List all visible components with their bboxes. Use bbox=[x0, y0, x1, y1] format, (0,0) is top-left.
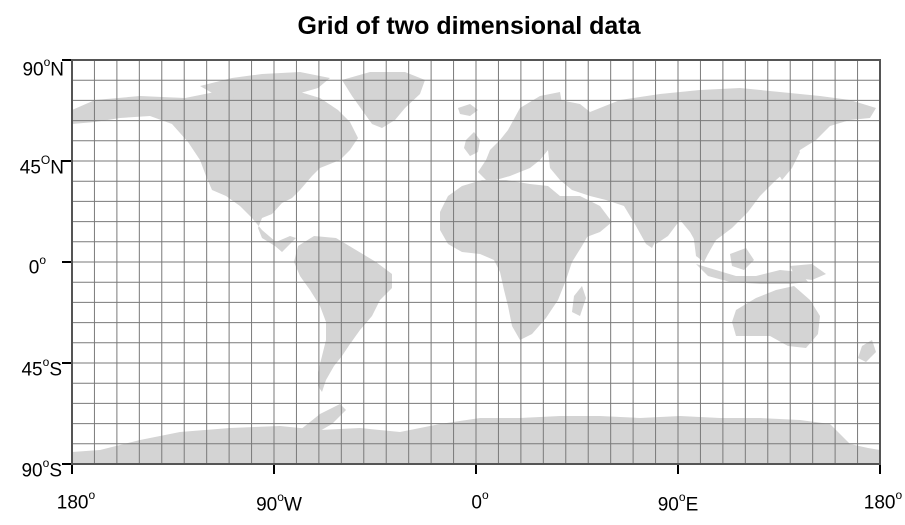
lat-lon-grid bbox=[72, 60, 880, 464]
madagascar-landmass bbox=[572, 286, 586, 316]
borneo-landmass bbox=[730, 248, 754, 270]
south-america-landmass bbox=[294, 236, 392, 392]
iceland-landmass bbox=[458, 104, 478, 116]
british-isles-landmass bbox=[464, 132, 480, 156]
antarctic-peninsula-landmass bbox=[300, 404, 346, 432]
